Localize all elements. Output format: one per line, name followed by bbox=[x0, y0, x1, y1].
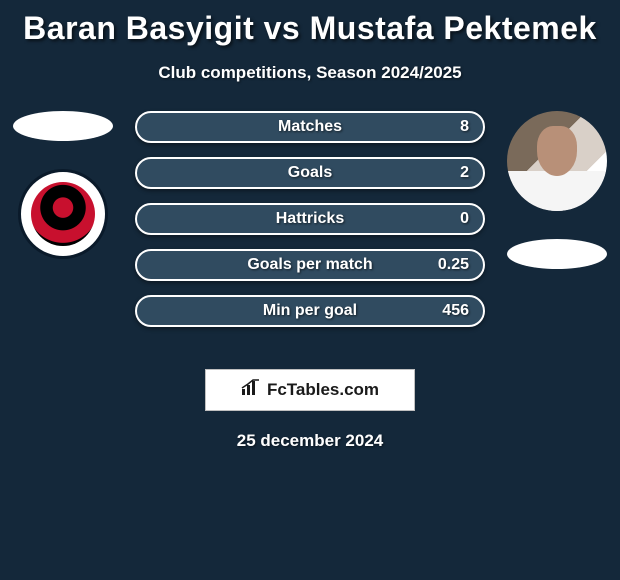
stat-label: Min per goal bbox=[137, 302, 483, 320]
stat-label: Goals per match bbox=[137, 256, 483, 274]
season-subtitle: Club competitions, Season 2024/2025 bbox=[0, 63, 620, 83]
stat-value-right: 456 bbox=[442, 302, 469, 320]
stat-label: Goals bbox=[137, 164, 483, 182]
bar-chart-icon bbox=[241, 379, 261, 402]
player-right-column bbox=[502, 111, 612, 269]
brand-badge: FcTables.com bbox=[205, 369, 415, 411]
stat-bar-hattricks: Hattricks 0 bbox=[135, 203, 485, 235]
stat-bar-goals-per-match: Goals per match 0.25 bbox=[135, 249, 485, 281]
comparison-title: Baran Basyigit vs Mustafa Pektemek bbox=[0, 0, 620, 47]
stat-bar-min-per-goal: Min per goal 456 bbox=[135, 295, 485, 327]
stat-value-right: 8 bbox=[460, 118, 469, 136]
brand-text: FcTables.com bbox=[267, 380, 379, 400]
player-left-club-badge bbox=[18, 169, 108, 259]
player-left-flag bbox=[13, 111, 113, 141]
snapshot-date: 25 december 2024 bbox=[0, 431, 620, 451]
player-right-flag bbox=[507, 239, 607, 269]
stat-bar-goals: Goals 2 bbox=[135, 157, 485, 189]
stat-value-right: 2 bbox=[460, 164, 469, 182]
stat-value-right: 0 bbox=[460, 210, 469, 228]
stats-column: Matches 8 Goals 2 Hattricks 0 Goals per … bbox=[135, 111, 485, 341]
club-crest-icon bbox=[31, 182, 95, 246]
stat-label: Matches bbox=[137, 118, 483, 136]
player-left-column bbox=[8, 111, 118, 259]
comparison-body: Matches 8 Goals 2 Hattricks 0 Goals per … bbox=[0, 111, 620, 351]
stat-value-right: 0.25 bbox=[438, 256, 469, 274]
stat-bar-matches: Matches 8 bbox=[135, 111, 485, 143]
player-right-photo bbox=[507, 111, 607, 211]
stat-label: Hattricks bbox=[137, 210, 483, 228]
